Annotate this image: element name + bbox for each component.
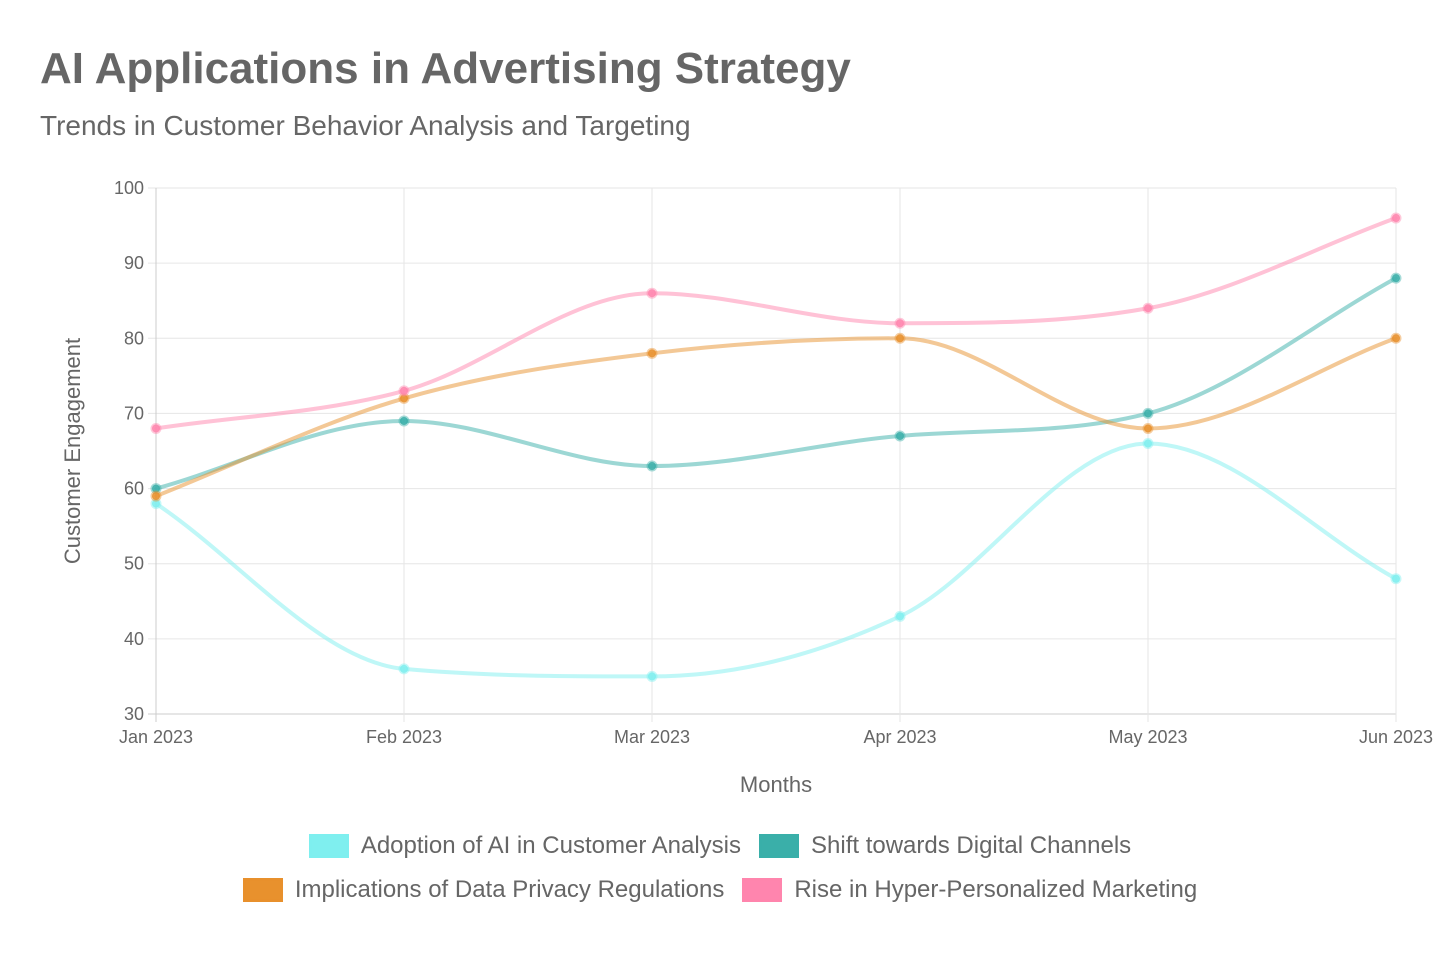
x-tick-label: May 2023: [1108, 727, 1187, 747]
series-lines: [154, 216, 1398, 679]
data-point-series-2[interactable]: [646, 347, 658, 359]
chart-subtitle: Trends in Customer Behavior Analysis and…: [40, 110, 691, 141]
legend-item-adoption-ai[interactable]: Adoption of AI in Customer Analysis: [308, 830, 742, 862]
series-line-3: [154, 216, 1398, 431]
data-point-series-3[interactable]: [894, 317, 906, 329]
data-point-series-1[interactable]: [398, 415, 410, 427]
y-tick-label: 30: [124, 704, 144, 724]
y-tick-label: 80: [124, 328, 144, 348]
y-tick-label: 40: [124, 629, 144, 649]
data-point-series-0[interactable]: [1390, 573, 1402, 585]
data-point-series-1[interactable]: [1142, 407, 1154, 419]
y-axis-label: Customer Engagement: [60, 338, 85, 564]
legend-row: Implications of Data Privacy Regulations…: [0, 874, 1440, 906]
data-point-series-3[interactable]: [150, 422, 162, 434]
data-point-series-2[interactable]: [150, 490, 162, 502]
legend-item-hyper-personalized[interactable]: Rise in Hyper-Personalized Marketing: [742, 874, 1197, 906]
x-tick-label: Feb 2023: [366, 727, 442, 747]
chart-title: AI Applications in Advertising Strategy: [40, 44, 851, 93]
y-tick-label: 70: [124, 403, 144, 423]
data-point-series-1[interactable]: [894, 430, 906, 442]
axes: 30 40 50 60 70 80 90 100 Jan 2023 Feb 2023 Mar 202…: [114, 178, 1433, 747]
legend-item-digital-channels[interactable]: Shift towards Digital Channels: [759, 830, 1131, 862]
data-point-series-3[interactable]: [1390, 212, 1402, 224]
legend-item-data-privacy[interactable]: Implications of Data Privacy Regulations: [242, 874, 725, 906]
data-point-series-1[interactable]: [646, 460, 658, 472]
x-tick-label: Jun 2023: [1359, 727, 1433, 747]
line-chart: 30 40 50 60 70 80 90 100 Jan 2023 Feb 2023 Mar 202…: [60, 178, 1433, 797]
x-tick-label: Apr 2023: [863, 727, 936, 747]
data-point-series-2[interactable]: [1142, 422, 1154, 434]
legend-row: Adoption of AI in Customer Analysis Shif…: [0, 830, 1440, 862]
data-point-series-0[interactable]: [398, 663, 410, 675]
legend-swatch: [242, 878, 283, 902]
y-tick-label: 100: [114, 178, 144, 198]
data-point-series-2[interactable]: [894, 332, 906, 344]
series-line-2: [154, 336, 1398, 499]
data-point-series-0[interactable]: [894, 610, 906, 622]
y-tick-label: 90: [124, 253, 144, 273]
series-line-0: [154, 441, 1398, 679]
data-point-series-3[interactable]: [1142, 302, 1154, 314]
data-point-series-0[interactable]: [646, 670, 658, 682]
y-tick-label: 60: [124, 479, 144, 499]
legend: Adoption of AI in Customer Analysis Shif…: [0, 830, 1440, 906]
x-axis-label: Months: [740, 772, 812, 797]
x-tick-label: Mar 2023: [614, 727, 690, 747]
legend-label: Adoption of AI in Customer Analysis: [360, 832, 742, 859]
series-line-1: [154, 276, 1398, 491]
series-points: [150, 212, 1402, 682]
y-tick-label: 50: [124, 554, 144, 574]
legend-swatch: [308, 834, 349, 858]
legend-label: Rise in Hyper-Personalized Marketing: [794, 876, 1198, 903]
legend-swatch: [759, 834, 800, 858]
x-tick-label: Jan 2023: [119, 727, 193, 747]
data-point-series-3[interactable]: [398, 385, 410, 397]
data-point-series-1[interactable]: [1390, 272, 1402, 284]
legend-label: Shift towards Digital Channels: [811, 832, 1132, 859]
legend-label: Implications of Data Privacy Regulations: [294, 876, 725, 903]
data-point-series-3[interactable]: [646, 287, 658, 299]
legend-swatch: [742, 878, 783, 902]
data-point-series-0[interactable]: [1142, 437, 1154, 449]
data-point-series-2[interactable]: [1390, 332, 1402, 344]
